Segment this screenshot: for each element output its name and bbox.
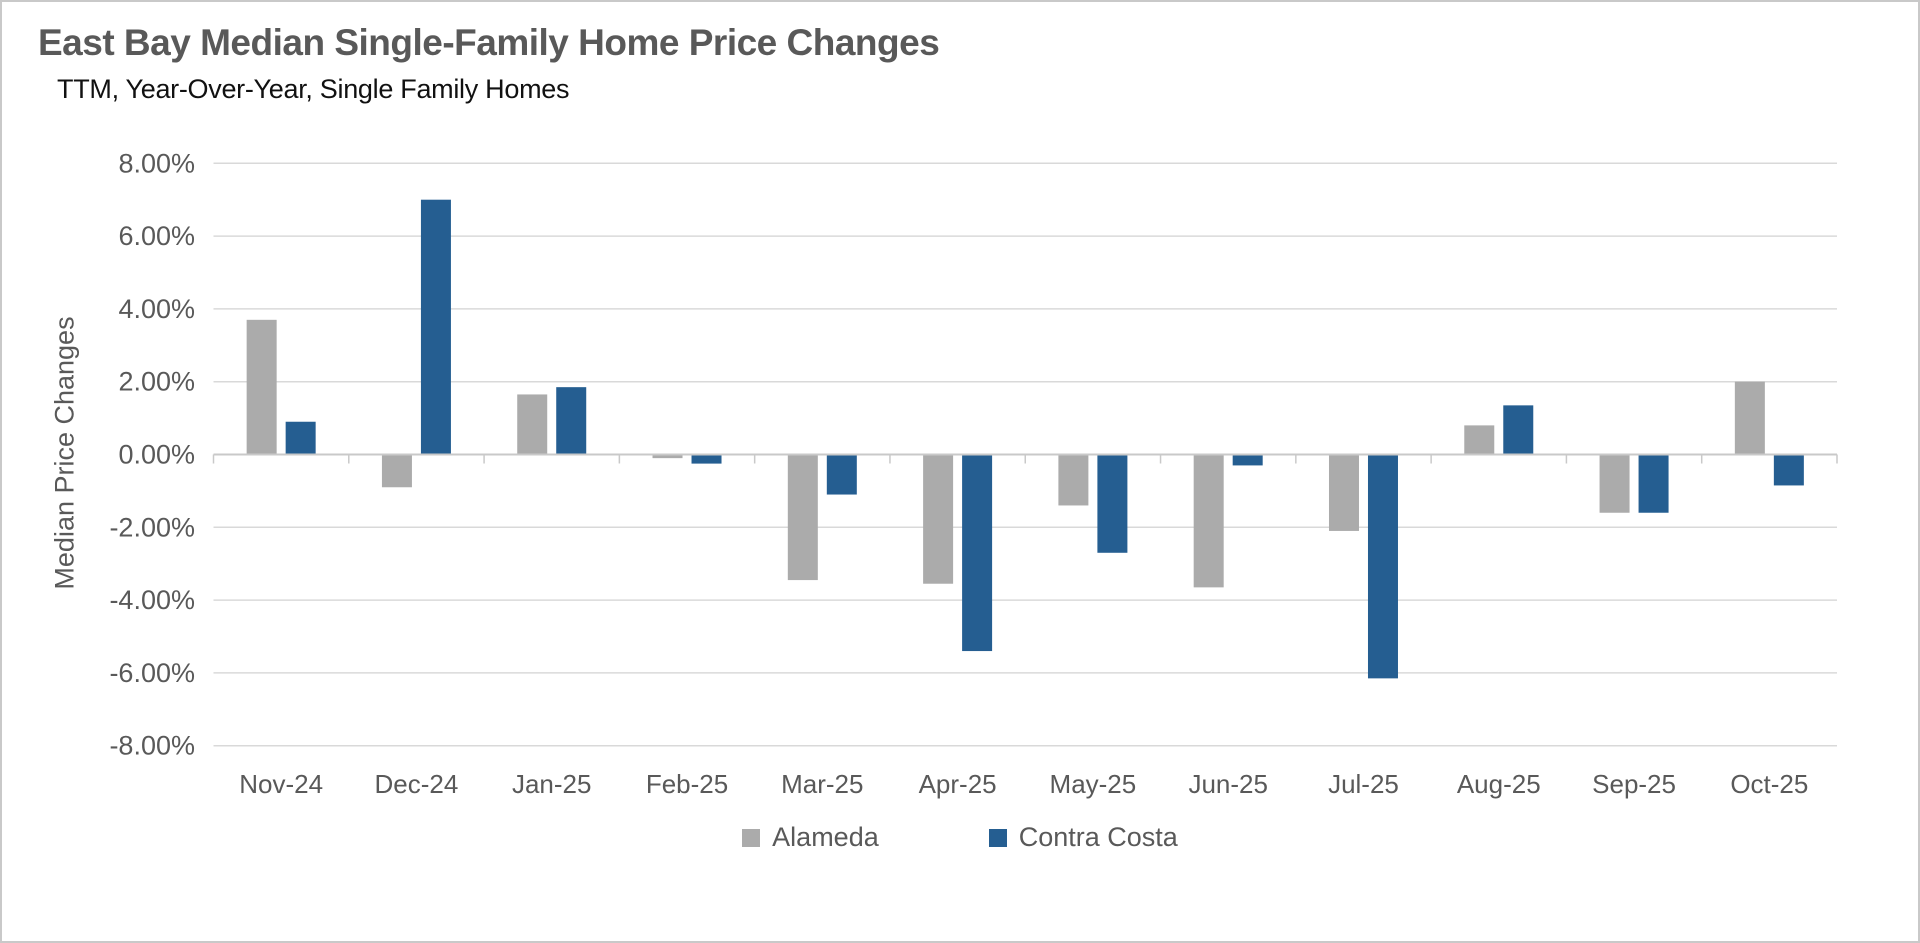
bar-contra-costa-may-25 xyxy=(1097,454,1128,553)
x-tick-label: Nov-24 xyxy=(239,769,323,799)
x-tick-label: May-25 xyxy=(1050,769,1137,799)
x-tick-label: Jul-25 xyxy=(1328,769,1399,799)
contra-costa-swatch-icon xyxy=(988,828,1007,847)
y-tick-label: 4.00% xyxy=(118,294,195,324)
bar-alameda-jul-25 xyxy=(1328,454,1359,531)
y-tick-label: -6.00% xyxy=(109,658,195,688)
legend-item-contra-costa: Contra Costa xyxy=(988,822,1178,853)
x-tick-label: Aug-25 xyxy=(1457,769,1541,799)
x-tick-label: Sep-25 xyxy=(1592,769,1676,799)
bar-contra-costa-feb-25 xyxy=(691,454,722,464)
x-tick-label: Mar-25 xyxy=(781,769,863,799)
chart-legend: Alameda Contra Costa xyxy=(0,822,1920,853)
chart-title: East Bay Median Single-Family Home Price… xyxy=(38,22,940,63)
x-tick-label: Jan-25 xyxy=(512,769,592,799)
bar-contra-costa-jul-25 xyxy=(1367,454,1398,679)
bar-alameda-nov-24 xyxy=(246,319,277,455)
y-tick-label: -2.00% xyxy=(109,512,195,542)
bar-alameda-aug-25 xyxy=(1464,425,1495,455)
y-tick-label: -4.00% xyxy=(109,585,195,615)
x-tick-label: Oct-25 xyxy=(1730,769,1808,799)
x-tick-label: Dec-24 xyxy=(375,769,459,799)
x-tick-label: Feb-25 xyxy=(646,769,728,799)
bar-contra-costa-nov-24 xyxy=(285,421,316,455)
legend-label-contra-costa: Contra Costa xyxy=(1018,822,1178,852)
y-tick-label: 6.00% xyxy=(118,221,195,251)
x-tick-label: Apr-25 xyxy=(919,769,997,799)
bar-contra-costa-sep-25 xyxy=(1638,454,1669,513)
bar-alameda-oct-25 xyxy=(1734,381,1765,455)
alameda-swatch-icon xyxy=(742,828,761,847)
bar-contra-costa-dec-24 xyxy=(420,199,451,455)
bar-alameda-mar-25 xyxy=(787,454,818,581)
bar-contra-costa-mar-25 xyxy=(826,454,857,495)
bar-contra-costa-aug-25 xyxy=(1503,405,1534,455)
y-tick-label: 2.00% xyxy=(118,367,195,397)
y-tick-label: 8.00% xyxy=(118,148,195,178)
bar-alameda-jan-25 xyxy=(517,394,548,455)
bar-alameda-jun-25 xyxy=(1193,454,1224,588)
bar-alameda-sep-25 xyxy=(1599,454,1630,513)
bar-alameda-feb-25 xyxy=(652,454,683,459)
bar-alameda-dec-24 xyxy=(381,454,412,488)
bar-contra-costa-jan-25 xyxy=(556,387,587,455)
chart-subtitle: TTM, Year-Over-Year, Single Family Homes xyxy=(57,74,570,104)
legend-label-alameda: Alameda xyxy=(772,822,879,852)
x-tick-label: Jun-25 xyxy=(1188,769,1268,799)
bar-alameda-apr-25 xyxy=(923,454,954,584)
bar-contra-costa-oct-25 xyxy=(1773,454,1804,486)
legend-item-alameda: Alameda xyxy=(742,822,879,853)
bar-alameda-may-25 xyxy=(1058,454,1089,506)
y-tick-label: -8.00% xyxy=(109,731,195,761)
bar-contra-costa-apr-25 xyxy=(962,454,993,652)
y-tick-label: 0.00% xyxy=(118,440,195,470)
bar-contra-costa-jun-25 xyxy=(1232,454,1263,466)
